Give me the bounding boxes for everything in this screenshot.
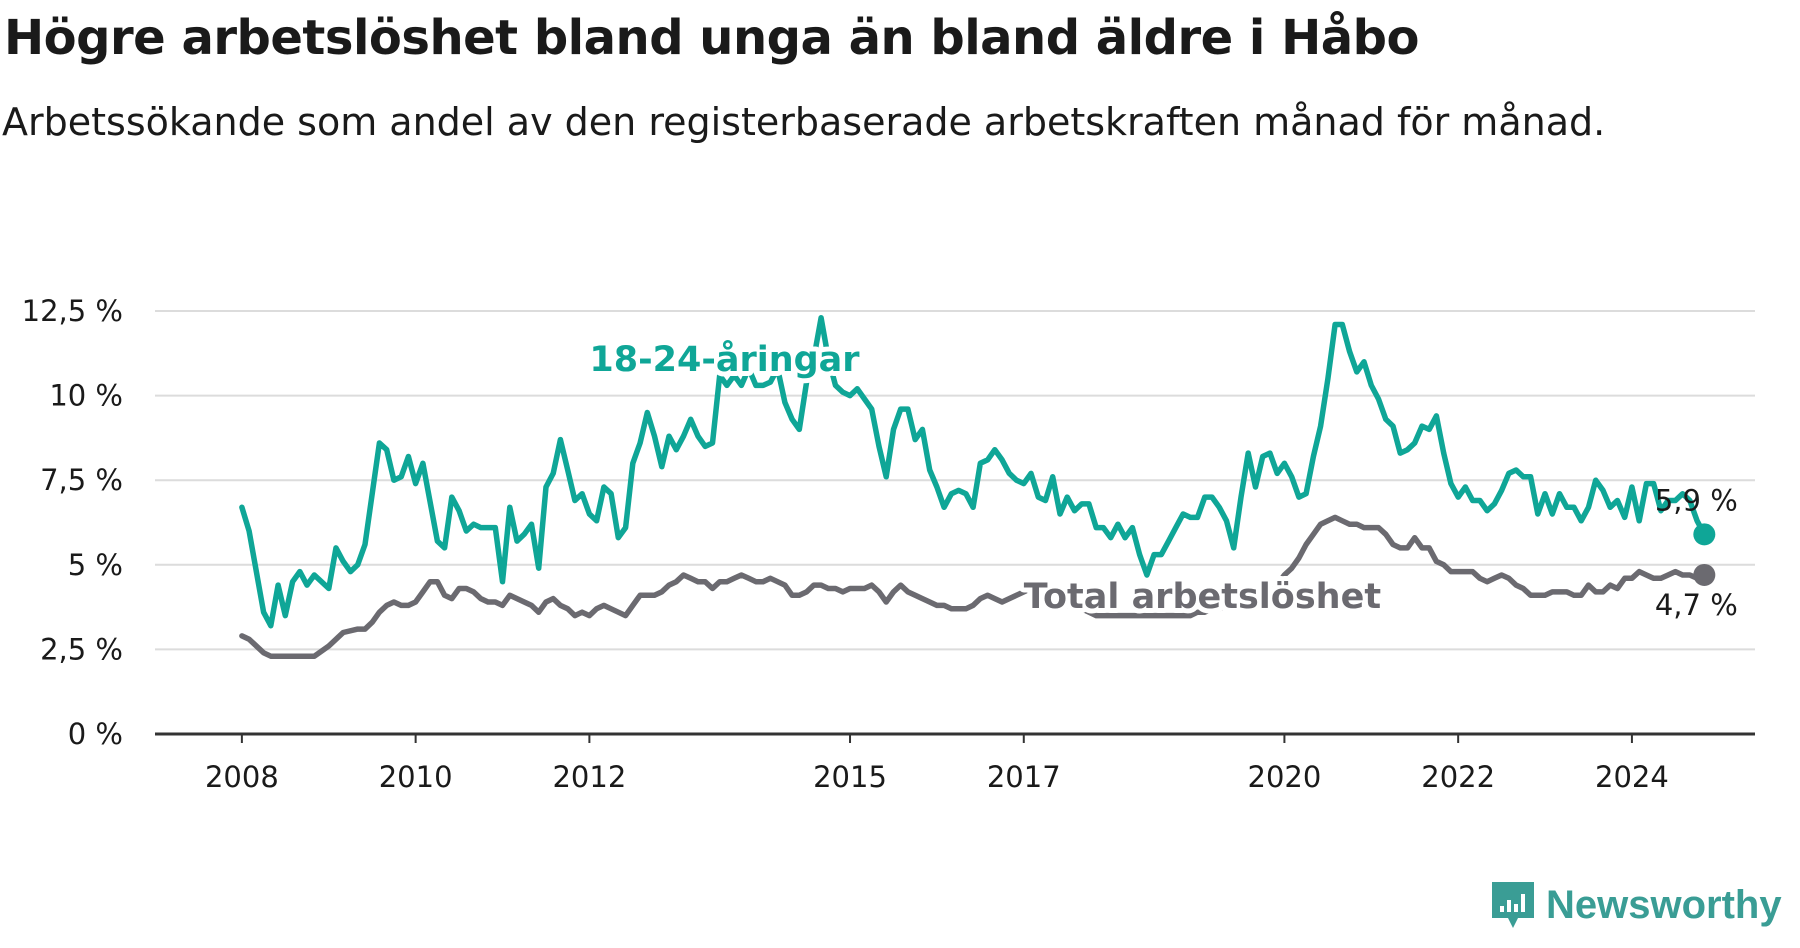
chart-subtitle: Arbetssökande som andel av den registerb… bbox=[2, 100, 1606, 144]
x-tick-label: 2010 bbox=[379, 760, 453, 794]
y-tick-label: 10 % bbox=[49, 379, 123, 413]
series-label-total: Total arbetslöshet bbox=[1024, 577, 1381, 617]
brand-name: Newsworthy bbox=[1546, 882, 1782, 927]
brand-logo: Newsworthy bbox=[1490, 880, 1782, 930]
series-line-total bbox=[239, 514, 1708, 659]
series-label-total-halo: Total arbetslöshet bbox=[1024, 577, 1381, 617]
series-lines bbox=[239, 315, 1708, 659]
x-tick-label: 2012 bbox=[552, 760, 626, 794]
series-line-young bbox=[239, 315, 1708, 629]
end-label-young: 5,9 % bbox=[1655, 483, 1738, 517]
x-tick-label: 2017 bbox=[987, 760, 1061, 794]
x-tick-label: 2020 bbox=[1248, 760, 1322, 794]
x-tick-label: 2022 bbox=[1421, 760, 1495, 794]
series-label-young: 18-24-åringar bbox=[589, 339, 860, 380]
end-dot-young bbox=[1693, 523, 1716, 546]
series-label-young-halo: 18-24-åringar bbox=[589, 339, 860, 380]
x-tick-label: 2008 bbox=[205, 760, 279, 794]
x-tick-label: 2015 bbox=[813, 760, 887, 794]
y-tick-label: 2,5 % bbox=[40, 632, 123, 666]
end-label-total: 4,7 % bbox=[1655, 588, 1738, 622]
chart-title: Högre arbetslöshet bland unga än bland ä… bbox=[4, 10, 1420, 66]
newsworthy-logo-icon bbox=[1492, 882, 1534, 928]
x-tick-label: 2024 bbox=[1595, 760, 1669, 794]
y-axis-labels: 0 % 2,5 % 5 % 7,5 % 10 % 12,5 % bbox=[22, 294, 123, 751]
grid-lines bbox=[155, 310, 1755, 736]
y-tick-label: 0 % bbox=[68, 717, 123, 751]
y-tick-label: 5 % bbox=[68, 548, 123, 582]
end-dot-total bbox=[1693, 563, 1716, 586]
x-axis-labels: 2008 2010 2012 2015 2017 2020 2022 2024 bbox=[205, 734, 1669, 794]
y-tick-label: 12,5 % bbox=[22, 294, 123, 328]
y-tick-label: 7,5 % bbox=[40, 463, 123, 497]
